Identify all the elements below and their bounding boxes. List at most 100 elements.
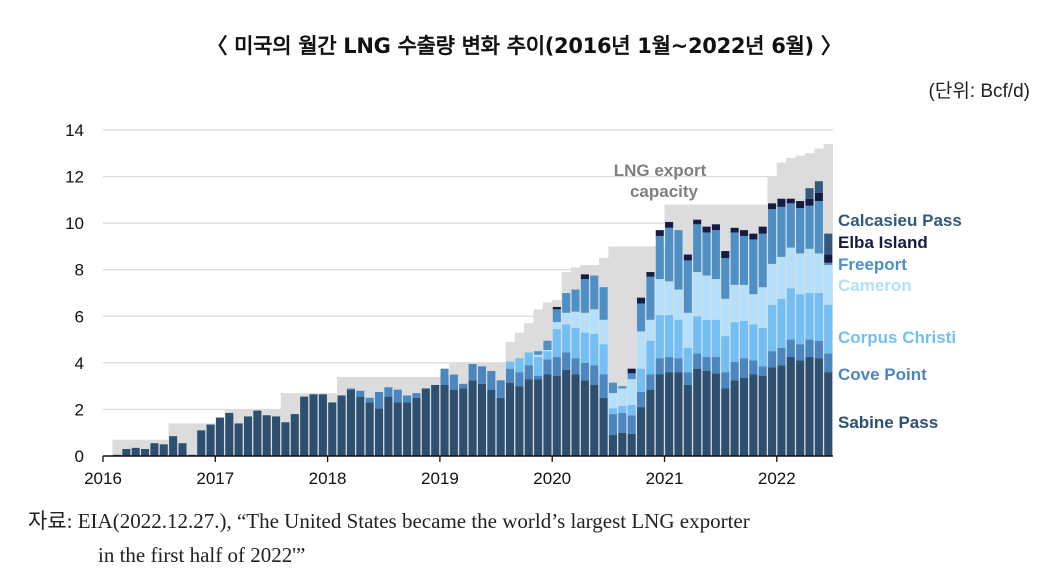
bar-segment-sabine-pass	[814, 358, 823, 456]
bar-segment-corpus-christi	[758, 327, 767, 367]
bar-segment-freeport	[571, 289, 580, 312]
bar-segment-cove-point	[365, 397, 374, 403]
bar-segment-elba-island	[711, 224, 720, 231]
bar-segment-elba-island	[749, 233, 758, 240]
bar-segment-freeport	[711, 230, 720, 280]
bar-segment-sabine-pass	[412, 397, 421, 456]
bar-segment-cove-point	[412, 393, 421, 398]
bar-segment-cove-point	[665, 357, 674, 373]
bar-segment-cove-point	[468, 364, 477, 381]
bar-segment-cove-point	[552, 357, 561, 376]
bar-segment-freeport	[580, 279, 589, 313]
lng-export-chart: 0 2 4 6 8 10 12 14 2016 2017 2018 2019 2020 2021 2022…	[65, 121, 962, 488]
bar-segment-elba-island	[805, 198, 814, 206]
x-tick-label: 2021	[646, 469, 684, 488]
bar-segment-freeport	[534, 351, 543, 355]
bar-segment-cameron	[665, 281, 674, 316]
bar-segment-elba-island	[693, 219, 702, 225]
x-tick-label: 2020	[533, 469, 571, 488]
legend-item-calcasieu-pass: Calcasieu Pass	[838, 211, 962, 230]
bar-segment-corpus-christi	[562, 324, 571, 353]
bar-segment-sabine-pass	[243, 416, 253, 456]
bar-segment-cove-point	[702, 357, 711, 372]
bar-segment-cove-point	[543, 359, 552, 375]
bar-segment-cameron	[534, 354, 543, 358]
source-line-1: 자료: EIA(2022.12.27.), “The United States…	[28, 509, 750, 533]
bar-segment-freeport	[562, 293, 571, 313]
x-tick-label: 2022	[758, 469, 796, 488]
bar-segment-sabine-pass	[122, 449, 131, 456]
bar-segment-corpus-christi	[814, 293, 823, 341]
unit-label: (단위: Bcf/d)	[928, 81, 1030, 102]
bar-segment-cameron	[786, 247, 795, 289]
capacity-label-line2: capacity	[630, 182, 699, 201]
bar-segment-sabine-pass	[824, 372, 833, 456]
bar-segment-cameron	[702, 275, 711, 320]
bar-segment-sabine-pass	[309, 394, 318, 456]
bar-segment-sabine-pass	[749, 374, 758, 456]
bar-segment-corpus-christi	[721, 336, 730, 373]
bar-segment-sabine-pass	[796, 360, 805, 456]
bar-segment-cove-point	[506, 368, 515, 383]
x-tick-labels: 2016 2017 2018 2019 2020 2021 2022	[84, 469, 796, 488]
bar-segment-sabine-pass	[627, 433, 636, 456]
bar-segment-cameron	[683, 312, 692, 348]
bar-segment-cameron	[739, 284, 749, 321]
bar-segment-cameron	[655, 279, 664, 316]
bar-segment-elba-island	[768, 203, 777, 210]
bar-segment-corpus-christi	[655, 315, 664, 359]
source-line-2: in the first half of 2022'”	[98, 543, 306, 567]
bar-segment-cove-point	[608, 414, 618, 436]
bar-segment-sabine-pass	[150, 443, 159, 456]
legend: Calcasieu Pass Elba Island Freeport Cameron…	[838, 211, 962, 432]
bar-segment-elba-island	[814, 192, 823, 202]
bar-segment-cove-point	[356, 390, 365, 397]
bar-segment-sabine-pass	[131, 447, 140, 456]
bar-segment-sabine-pass	[300, 396, 309, 456]
bar-segment-corpus-christi	[824, 304, 833, 354]
bar-segment-freeport	[599, 287, 608, 320]
bar-segment-sabine-pass	[637, 407, 646, 456]
bar-segment-corpus-christi	[739, 320, 749, 359]
bar-segment-sabine-pass	[169, 436, 178, 456]
y-tick-label: 14	[65, 121, 84, 140]
bar-segment-corpus-christi	[786, 288, 795, 340]
bar-segment-cove-point	[599, 374, 608, 398]
bar-segment-corpus-christi	[646, 340, 655, 375]
bar-segment-cameron	[796, 253, 805, 295]
bar-segment-cove-point	[440, 368, 449, 385]
bar-segment-freeport	[646, 276, 655, 320]
bar-segment-corpus-christi	[524, 352, 533, 366]
bar-segment-cove-point	[814, 340, 823, 359]
bar-segment-freeport	[702, 232, 711, 276]
bar-segment-sabine-pass	[655, 374, 664, 456]
bar-segment-cameron	[571, 311, 580, 328]
bar-segment-cove-point	[524, 365, 533, 380]
bar-segment-corpus-christi	[506, 361, 515, 369]
bar-segment-corpus-christi	[534, 357, 543, 376]
bar-segment-cove-point	[374, 391, 384, 409]
bar-segment-sabine-pass	[496, 397, 505, 456]
bar-segment-sabine-pass	[515, 386, 524, 456]
bar-segment-corpus-christi	[702, 319, 711, 358]
y-tick-label: 2	[75, 400, 84, 419]
bar-segment-elba-island	[702, 226, 711, 233]
bar-segment-sabine-pass	[730, 380, 739, 456]
bar-segment-cameron	[599, 319, 608, 345]
bar-segment-cove-point	[758, 366, 767, 376]
bar-segment-freeport	[693, 224, 702, 273]
bar-segment-corpus-christi	[608, 408, 618, 415]
bar-segment-cove-point	[768, 351, 777, 368]
bar-segment-cameron	[580, 312, 589, 333]
bar-segment-cameron	[552, 322, 561, 330]
bar-segment-sabine-pass	[758, 375, 767, 456]
bar-segment-cove-point	[393, 389, 402, 403]
bar-segment-sabine-pass	[403, 402, 412, 456]
bar-segment-elba-island	[777, 198, 786, 207]
bar-segment-sabine-pass	[571, 374, 580, 456]
bar-segment-elba-island	[758, 226, 767, 234]
bar-segment-sabine-pass	[337, 395, 346, 456]
bar-segment-cove-point	[796, 344, 805, 361]
bar-segment-elba-island	[824, 254, 833, 263]
bar-segment-cameron	[637, 331, 646, 369]
